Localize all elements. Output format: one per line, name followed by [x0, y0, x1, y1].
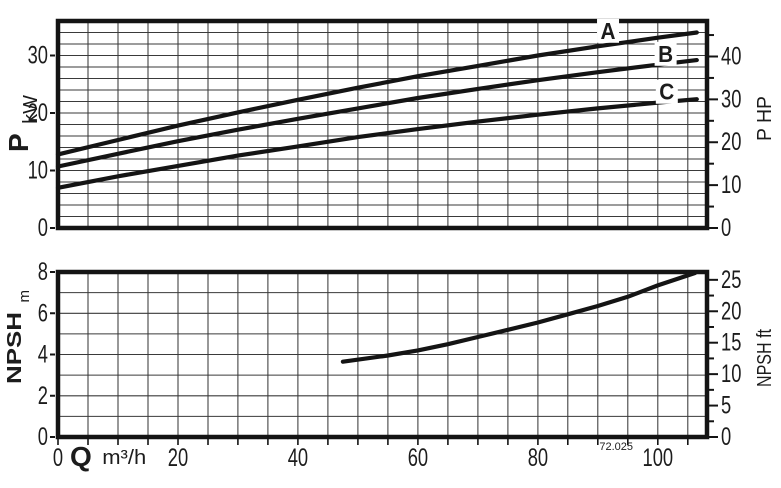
x-axis-unit: m³/h — [102, 447, 146, 469]
curve-a — [55, 30, 699, 157]
y-right-tick-label: 20 — [721, 128, 741, 156]
y-right-tick-label: 25 — [721, 266, 741, 294]
npsh-chart-right-axis: 0 5 10 15 20 25 — [709, 266, 741, 451]
npsh-left-axis-unit: m — [16, 290, 33, 303]
x-axis-label: Q m³/h — [70, 441, 146, 472]
power-chart-left-axis: 0 10 20 30 — [28, 42, 55, 242]
y-left-tick-label: 0 — [38, 423, 48, 451]
x-axis-ticks: 0 20 40 60 80 100 — [53, 439, 689, 472]
x-tick-label: 40 — [288, 444, 308, 472]
power-left-axis-symbol: P — [3, 133, 34, 152]
curve-c — [55, 97, 699, 190]
npsh-left-axis-symbol: NPSH — [4, 312, 26, 384]
npsh-chart-grid — [58, 272, 707, 437]
power-chart-frame — [55, 18, 710, 231]
y-left-tick-label: 10 — [28, 157, 48, 185]
y-right-tick-label: 10 — [721, 360, 741, 388]
x-tick-label: 20 — [168, 444, 188, 472]
y-right-tick-label: 10 — [721, 171, 741, 199]
power-left-axis-unit: kW — [20, 95, 42, 124]
y-left-tick-label: 2 — [38, 382, 48, 410]
y-right-tick-label: 40 — [721, 42, 741, 70]
y-left-tick-label: 4 — [38, 341, 48, 369]
power-right-axis-label: P HP — [754, 96, 776, 141]
figure-code: 72.025 — [599, 441, 633, 453]
x-tick-label: 80 — [528, 444, 548, 472]
curve-label-mask-a — [597, 18, 620, 43]
y-right-tick-label: 5 — [721, 392, 731, 420]
y-right-tick-label: 0 — [721, 214, 731, 242]
curve-label-b: B — [658, 41, 673, 67]
x-tick-label: 100 — [643, 444, 674, 472]
curve-label-c: C — [659, 79, 674, 105]
x-tick-label: 0 — [53, 444, 63, 472]
curve-npsh — [340, 270, 698, 364]
npsh-left-axis-label: NPSH m — [4, 290, 33, 384]
npsh-right-axis-label: NPSH ft — [754, 329, 776, 387]
x-axis-symbol: Q — [70, 441, 92, 472]
curve-b — [55, 57, 699, 169]
npsh-chart-left-axis: 0 2 4 6 8 — [38, 258, 55, 451]
y-right-tick-label: 15 — [721, 329, 741, 357]
y-right-tick-label: 20 — [721, 297, 741, 325]
power-chart-right-axis: 0 10 20 30 40 — [709, 34, 741, 242]
curve-label-mask-c — [655, 79, 678, 104]
power-left-axis-label: P kW — [3, 95, 42, 152]
y-left-tick-label: 8 — [38, 258, 48, 286]
x-tick-label: 60 — [408, 444, 428, 472]
y-left-tick-label: 30 — [28, 42, 48, 70]
power-chart-grid — [58, 21, 707, 228]
y-left-tick-label: 6 — [38, 299, 48, 327]
y-right-tick-label: 0 — [721, 423, 731, 451]
y-left-tick-label: 0 — [38, 214, 48, 242]
y-left-tick-label: 20 — [28, 99, 48, 127]
npsh-chart-frame — [55, 269, 710, 440]
curve-label-mask-b — [654, 41, 677, 66]
y-right-tick-label: 30 — [721, 85, 741, 113]
curve-label-a: A — [601, 18, 616, 44]
